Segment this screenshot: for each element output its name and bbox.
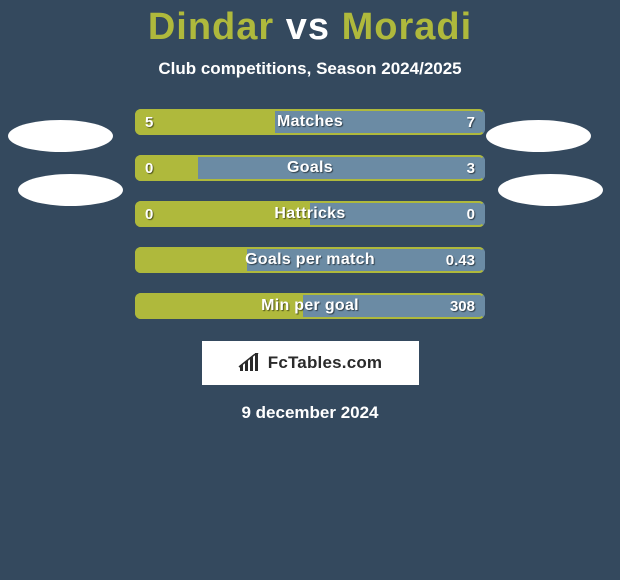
stats-container: Matches57Goals03Hattricks00Goals per mat… xyxy=(135,109,485,319)
stat-row: Goals per match0.43 xyxy=(135,247,485,273)
team-badge-placeholder xyxy=(8,120,113,152)
team-badge-placeholder xyxy=(498,174,603,206)
team-badge-placeholder xyxy=(486,120,591,152)
player1-name: Dindar xyxy=(148,6,274,48)
stat-value-right: 0.43 xyxy=(446,247,475,273)
stat-value-left: 5 xyxy=(145,109,153,135)
attribution-box: FcTables.com xyxy=(202,341,419,385)
page-title: Dindar vs Moradi xyxy=(0,0,620,49)
stat-row: Min per goal308 xyxy=(135,293,485,319)
stat-value-left: 0 xyxy=(145,155,153,181)
stat-label: Min per goal xyxy=(135,293,485,319)
stat-row: Hattricks0 0 xyxy=(135,201,485,227)
stat-label: Matches xyxy=(135,109,485,135)
subtitle: Club competitions, Season 2024/2025 xyxy=(0,59,620,79)
stat-label: Goals per match xyxy=(135,247,485,273)
attribution-text: FcTables.com xyxy=(268,353,383,373)
chart-icon xyxy=(238,353,264,373)
stat-value-right: 3 xyxy=(467,155,475,181)
stat-label: Goals xyxy=(135,155,485,181)
date-text: 9 december 2024 xyxy=(0,403,620,423)
stat-label: Hattricks xyxy=(135,201,485,227)
stat-value-right: 308 xyxy=(450,293,475,319)
vs-text: vs xyxy=(286,6,330,48)
stat-row: Matches5 7 xyxy=(135,109,485,135)
stat-value-right: 0 xyxy=(467,201,475,227)
team-badge-placeholder xyxy=(18,174,123,206)
stat-value-left: 0 xyxy=(145,201,153,227)
player2-name: Moradi xyxy=(342,6,473,48)
stat-value-right: 7 xyxy=(467,109,475,135)
stat-row: Goals0 3 xyxy=(135,155,485,181)
